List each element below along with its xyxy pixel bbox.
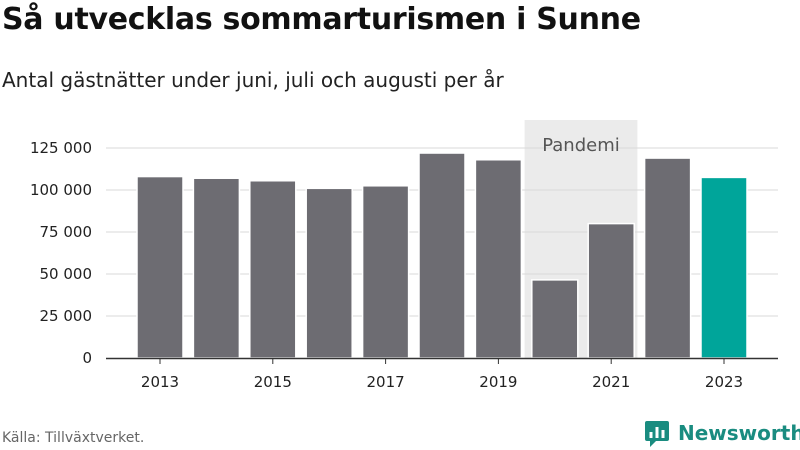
bar-2013 [136, 175, 184, 359]
bar-2014 [192, 177, 241, 359]
bar-2018 [418, 152, 466, 359]
bar-2016 [305, 187, 353, 359]
brand-name: Newsworthy [678, 421, 800, 445]
bar-2019 [474, 159, 523, 359]
bar-2021 [587, 222, 635, 359]
bar-2022 [643, 157, 692, 359]
annotation-label: Pandemi [542, 135, 620, 156]
bar-2023 [700, 176, 748, 359]
y-tick-label: 0 [82, 349, 92, 367]
x-tick-label: 2015 [254, 373, 292, 391]
bar-2017 [361, 185, 410, 359]
y-tick-label: 100 000 [30, 181, 92, 199]
y-tick-label: 50 000 [40, 265, 93, 283]
bar-2015 [249, 180, 297, 359]
speech-bubble-chart-icon [645, 421, 669, 447]
source-note: Källa: Tillväxtverket. [2, 430, 145, 446]
chart-subtitle: Antal gästnätter under juni, juli och au… [2, 68, 504, 92]
x-tick-label: 2017 [367, 373, 405, 391]
x-tick-label: 2021 [592, 373, 630, 391]
y-tick-label: 125 000 [30, 139, 92, 157]
y-tick-label: 75 000 [40, 223, 93, 241]
bar-2020 [531, 279, 579, 359]
chart-title: Så utvecklas sommarturismen i Sunne [2, 2, 641, 37]
x-tick-label: 2019 [479, 373, 517, 391]
x-tick-label: 2023 [705, 373, 743, 391]
x-tick-label: 2013 [141, 373, 179, 391]
y-tick-label: 25 000 [40, 307, 93, 325]
